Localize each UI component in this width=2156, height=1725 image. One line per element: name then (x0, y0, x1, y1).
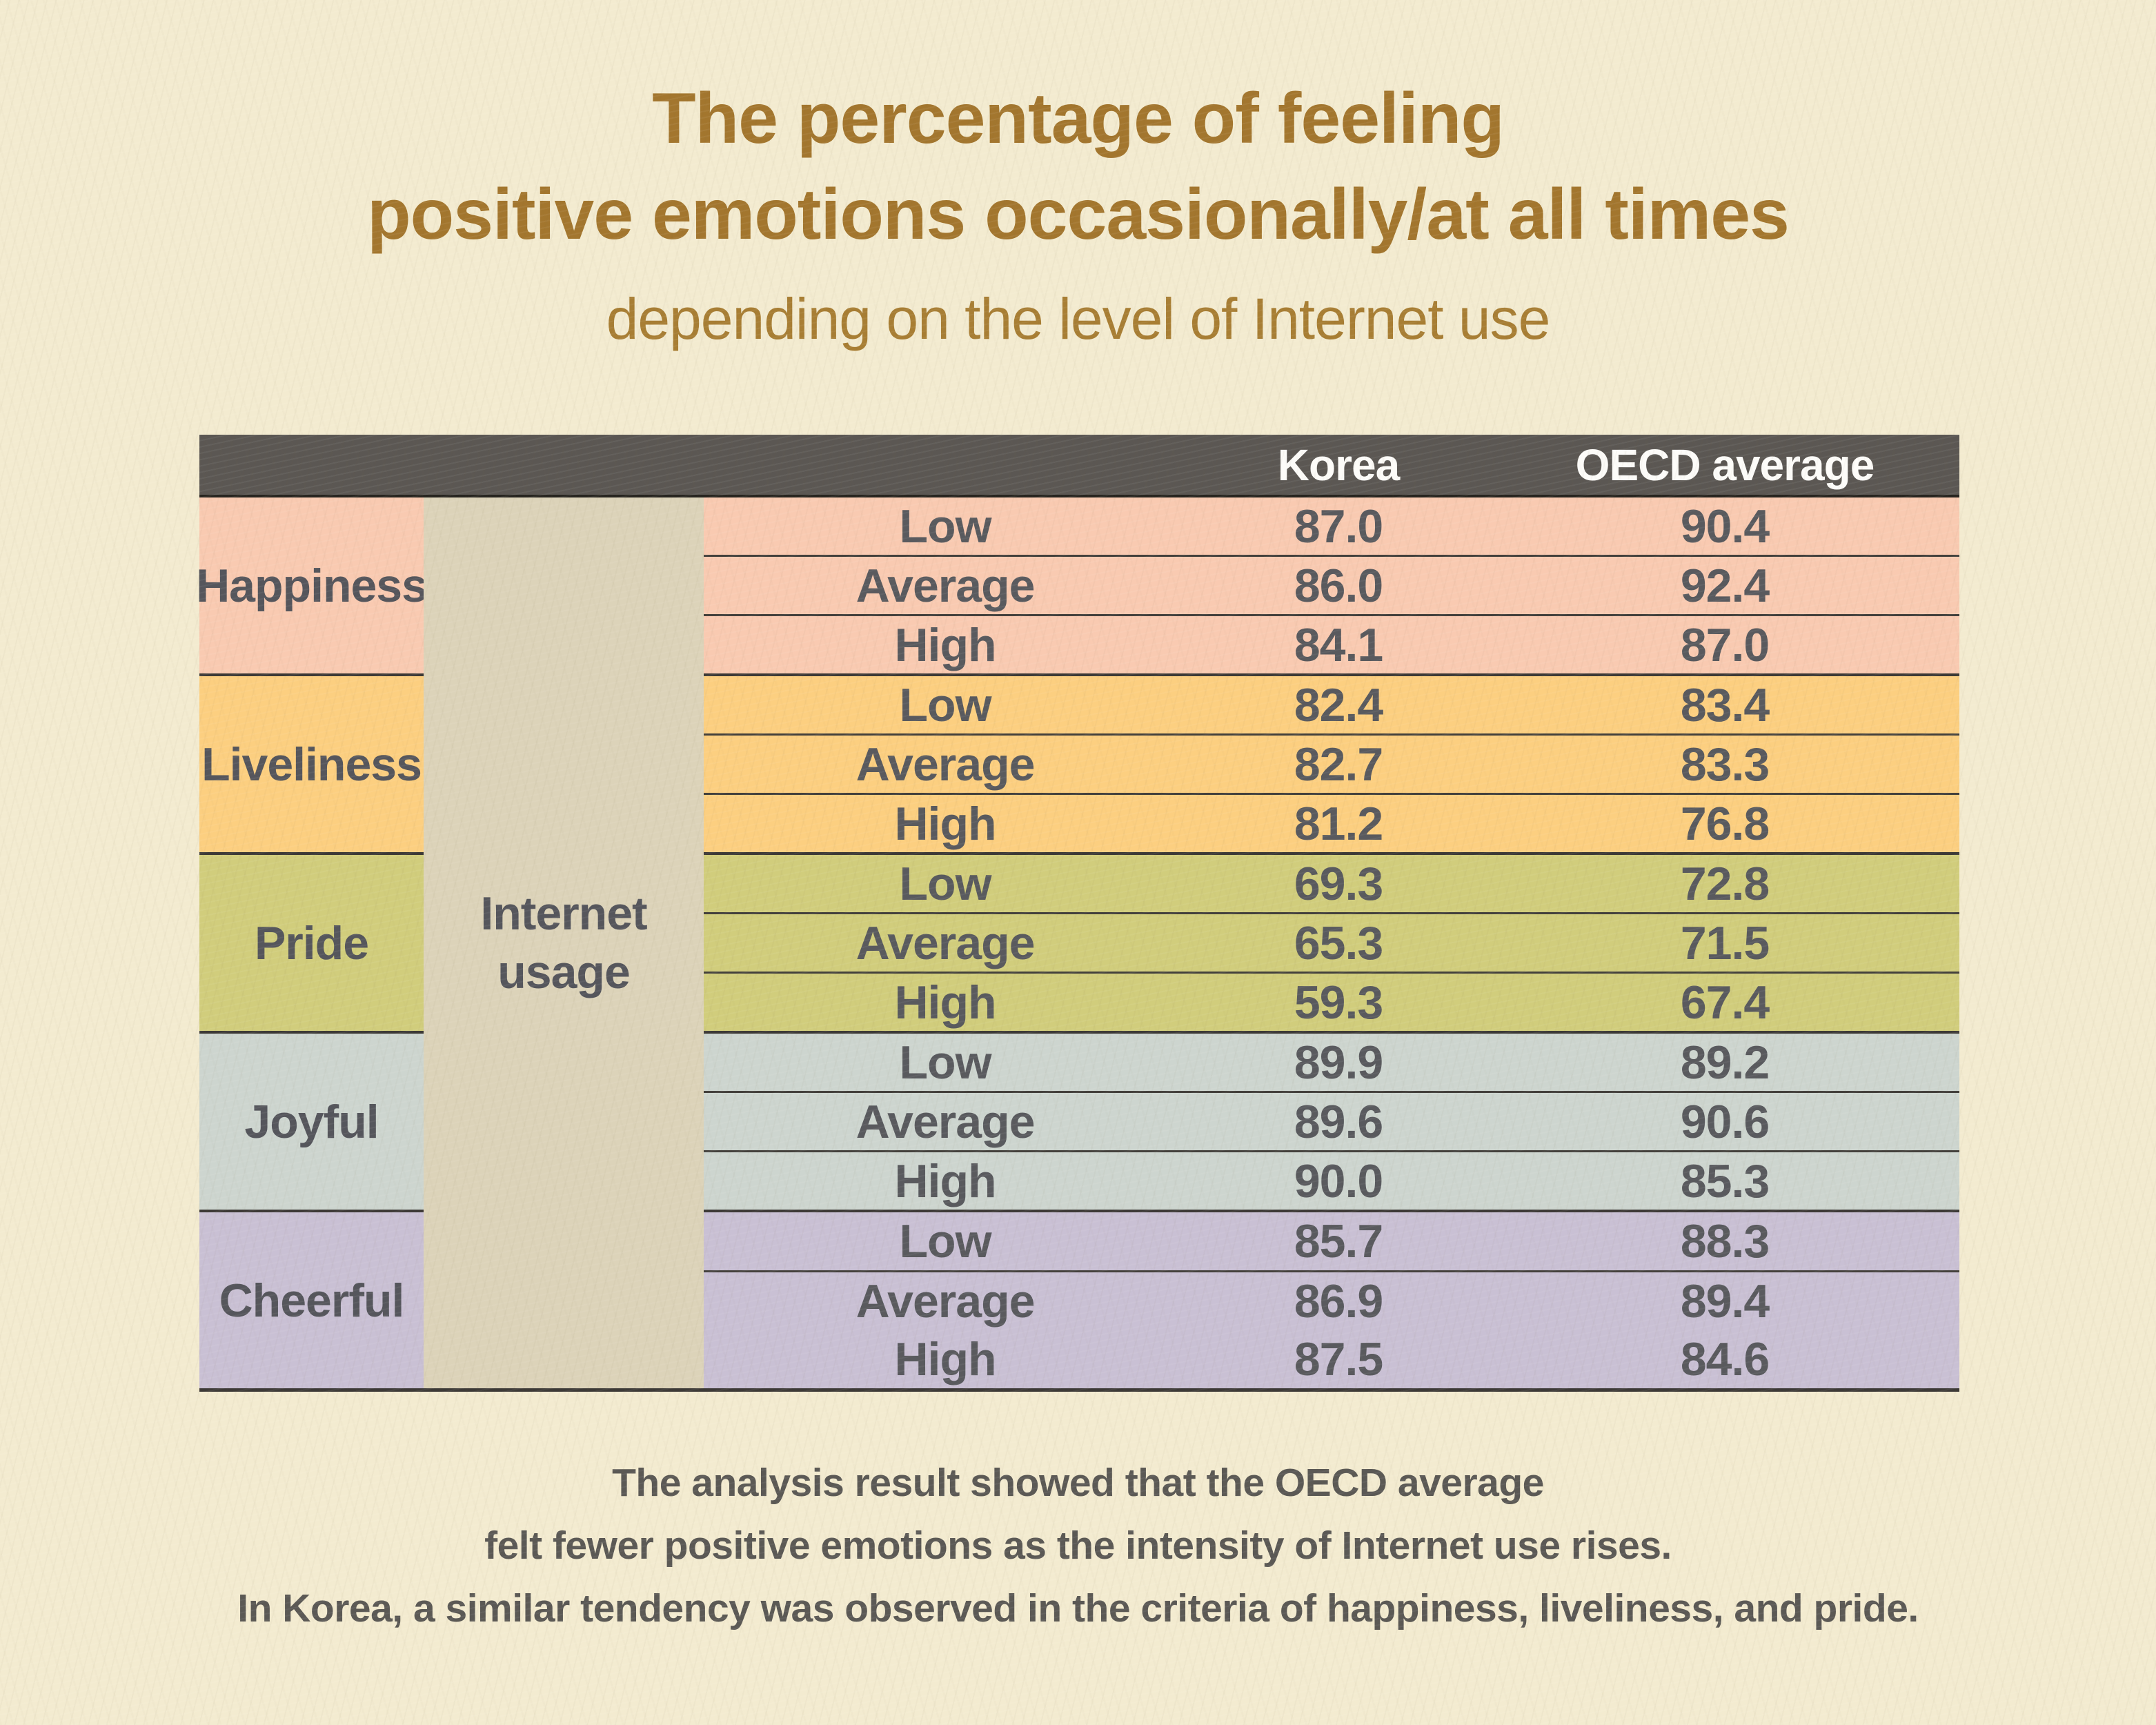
level-label: Average (856, 1095, 1036, 1148)
table-row: Low 85.7 88.3 (704, 1212, 1959, 1272)
emotion-label: Pride (254, 916, 369, 969)
korea-value: 89.6 (1294, 1095, 1383, 1148)
oecd-value: 89.2 (1680, 1036, 1770, 1089)
korea-value: 86.0 (1294, 559, 1383, 612)
internet-usage-column: Internet usage (424, 497, 704, 1388)
level-label: High (894, 797, 996, 850)
caption-line3: In Korea, a similar tendency was observe… (237, 1586, 1919, 1630)
korea-value: 90.0 (1294, 1154, 1383, 1208)
korea-value: 85.7 (1294, 1215, 1383, 1268)
level-label: Average (856, 738, 1036, 791)
band-values: Low 69.3 72.8 Average 65.3 71.5 High 59.… (704, 855, 1959, 1031)
oecd-value: 89.4 (1680, 1275, 1770, 1328)
band-values: Low 85.7 88.3 Average 86.9 89.4 High 87.… (704, 1212, 1959, 1388)
korea-value: 84.1 (1294, 618, 1383, 671)
page-title-line2: positive emotions occasionally/at all ti… (367, 175, 1790, 255)
level-label: High (894, 1154, 996, 1208)
caption-line2: felt fewer positive emotions as the inte… (484, 1524, 1672, 1568)
level-label: Average (856, 1275, 1036, 1328)
korea-value: 82.4 (1294, 678, 1383, 731)
table-row: Average 89.6 90.6 (704, 1093, 1959, 1152)
page-title-line1: The percentage of feeling (652, 79, 1505, 159)
emotion-label: Cheerful (219, 1274, 405, 1327)
table-header-row: Korea OECD average (199, 435, 1959, 497)
level-label: Low (899, 1036, 992, 1089)
oecd-value: 92.4 (1680, 559, 1770, 612)
table-row: Average 86.0 92.4 (704, 557, 1959, 616)
table-row: High 59.3 67.4 (704, 974, 1959, 1031)
korea-value: 82.7 (1294, 738, 1383, 791)
table-row: High 84.1 87.0 (704, 616, 1959, 673)
internet-usage-label-line2: usage (497, 945, 631, 998)
table-row: High 90.0 85.3 (704, 1152, 1959, 1210)
band-values: Low 89.9 89.2 Average 89.6 90.6 High 90.… (704, 1034, 1959, 1210)
table-row: Average 82.7 83.3 (704, 736, 1959, 795)
table-row: Low 82.4 83.4 (704, 676, 1959, 736)
oecd-value: 83.3 (1680, 738, 1770, 791)
table-row: High 81.2 76.8 (704, 795, 1959, 852)
internet-usage-label-line1: Internet (480, 887, 647, 940)
korea-value: 89.9 (1294, 1036, 1383, 1089)
oecd-value: 67.4 (1680, 976, 1770, 1029)
band-values: Low 82.4 83.4 Average 82.7 83.3 High 81.… (704, 676, 1959, 852)
oecd-value: 76.8 (1680, 797, 1770, 850)
oecd-value: 87.0 (1680, 618, 1770, 671)
korea-value: 59.3 (1294, 976, 1383, 1029)
level-label: High (894, 618, 996, 671)
oecd-value: 71.5 (1680, 916, 1770, 969)
column-header-korea: Korea (1277, 440, 1400, 490)
table-row: Average 65.3 71.5 (704, 914, 1959, 974)
oecd-value: 85.3 (1680, 1154, 1770, 1208)
level-label: Low (899, 500, 992, 553)
oecd-value: 72.8 (1680, 857, 1770, 910)
korea-value: 87.5 (1294, 1333, 1383, 1386)
table-row: Low 87.0 90.4 (704, 497, 1959, 557)
column-header-oecd-average: OECD average (1575, 440, 1875, 490)
emotion-label: Liveliness (201, 738, 422, 791)
korea-value: 69.3 (1294, 857, 1383, 910)
emotions-table: Korea OECD average Happiness Low 87.0 90… (196, 435, 1959, 1392)
level-label: Low (899, 1215, 992, 1268)
emotion-label: Happiness (196, 559, 428, 612)
level-label: Low (899, 678, 992, 731)
level-label: Low (899, 857, 992, 910)
oecd-value: 88.3 (1680, 1215, 1770, 1268)
level-label: High (894, 976, 996, 1029)
oecd-value: 84.6 (1680, 1333, 1770, 1386)
table-row: Low 89.9 89.2 (704, 1034, 1959, 1093)
table-row: High 87.5 84.6 (704, 1330, 1959, 1388)
analysis-caption: The analysis result showed that the OECD… (0, 1452, 2156, 1640)
oecd-value: 83.4 (1680, 678, 1770, 731)
page-subtitle: depending on the level of Internet use (606, 286, 1551, 351)
korea-value: 81.2 (1294, 797, 1383, 850)
level-label: High (894, 1333, 996, 1386)
table-row: Low 69.3 72.8 (704, 855, 1959, 914)
level-label: Average (856, 559, 1036, 612)
band-values: Low 87.0 90.4 Average 86.0 92.4 High 84.… (704, 497, 1959, 673)
caption-line1: The analysis result showed that the OECD… (612, 1461, 1544, 1505)
oecd-value: 90.6 (1680, 1095, 1770, 1148)
emotion-label: Joyful (244, 1095, 379, 1148)
level-label: Average (856, 916, 1036, 969)
table-row: Average 86.9 89.4 (704, 1272, 1959, 1330)
korea-value: 65.3 (1294, 916, 1383, 969)
korea-value: 87.0 (1294, 500, 1383, 553)
korea-value: 86.9 (1294, 1275, 1383, 1328)
oecd-value: 90.4 (1680, 500, 1770, 553)
